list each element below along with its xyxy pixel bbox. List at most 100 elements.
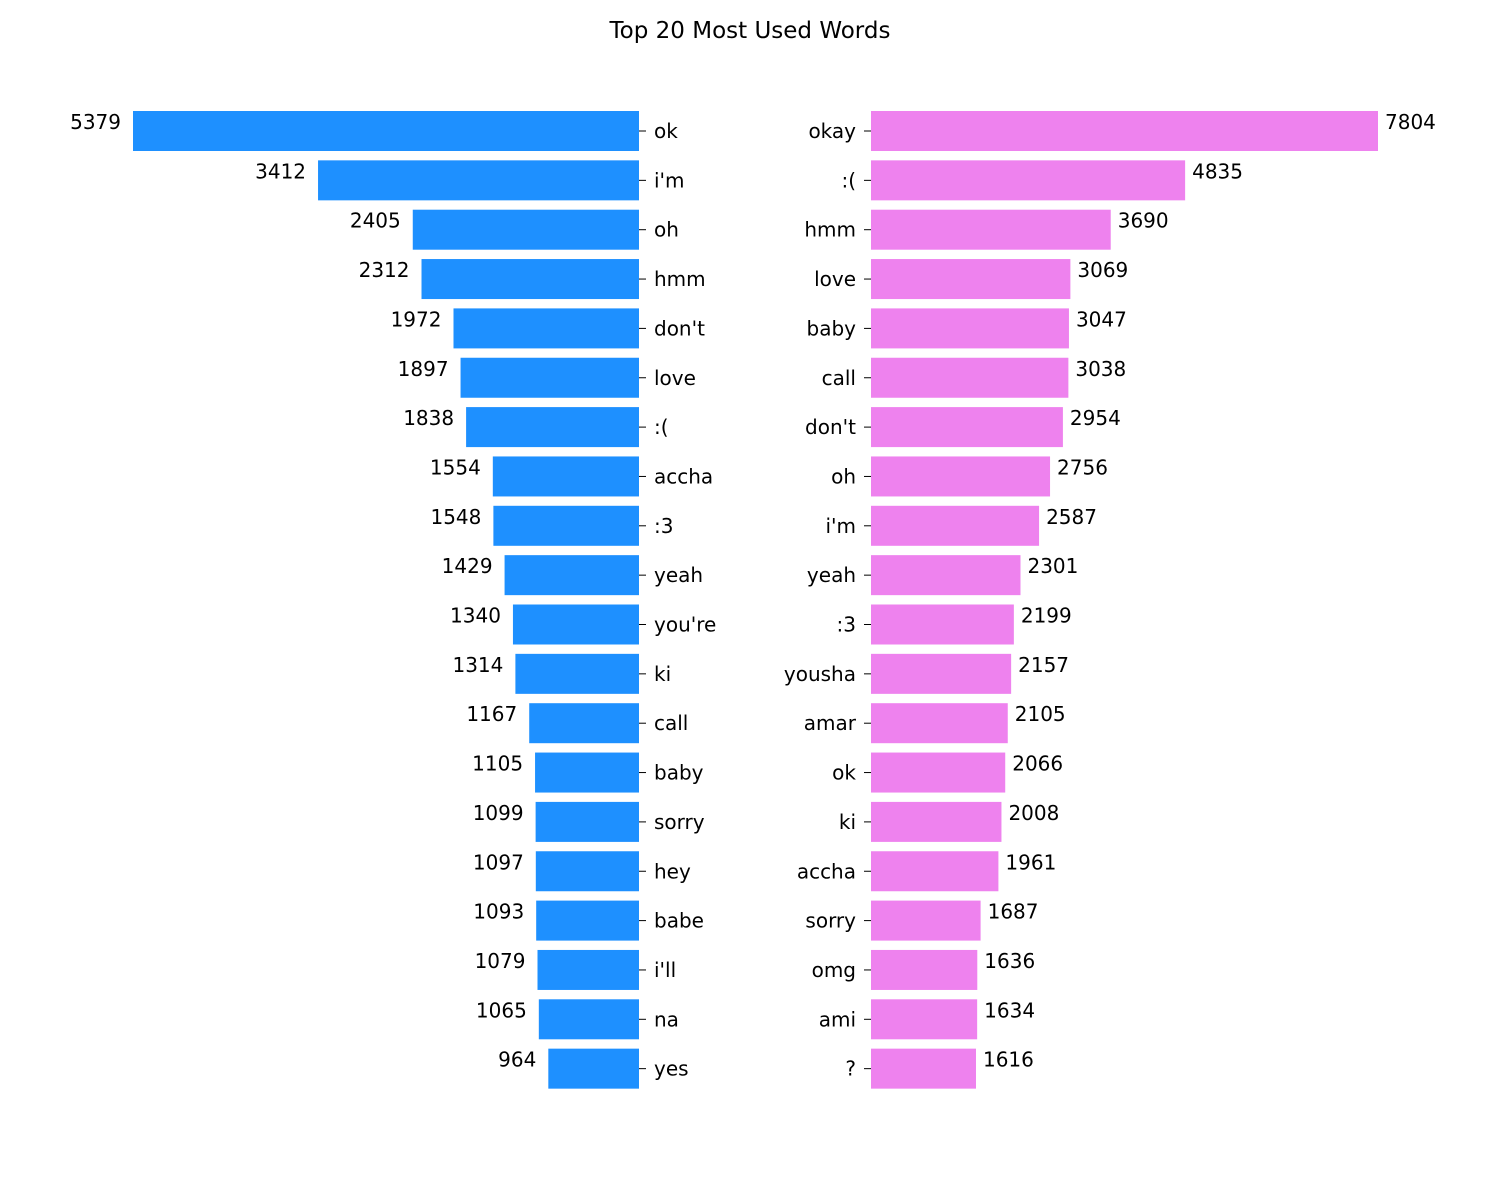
- right-value-label: 2587: [1046, 505, 1097, 529]
- right-value-label: 1687: [988, 900, 1039, 924]
- left-category-label: love: [654, 366, 696, 390]
- right-category-label: don't: [805, 415, 856, 439]
- right-category-label: accha: [797, 859, 856, 883]
- left-bar: [537, 949, 639, 990]
- right-category-label: omg: [812, 958, 856, 982]
- right-bar: [871, 555, 1021, 596]
- right-bar: [871, 851, 999, 892]
- right-bar: [871, 209, 1111, 250]
- right-value-label: 3690: [1118, 209, 1169, 233]
- left-value-label: 1079: [475, 949, 526, 973]
- left-value-label: 1097: [473, 850, 524, 874]
- right-category-label: :3: [837, 613, 856, 637]
- left-value-label: 3412: [255, 159, 306, 183]
- left-value-label: 1167: [466, 702, 517, 726]
- left-value-label: 1099: [473, 801, 524, 825]
- left-bar: [133, 111, 639, 151]
- right-bar: [871, 801, 1002, 842]
- left-bar: [318, 160, 639, 201]
- right-bar: [871, 653, 1012, 694]
- left-category-label: :(: [654, 415, 669, 439]
- left-value-label: 1972: [391, 307, 442, 331]
- left-category-label: ok: [654, 119, 678, 143]
- left-bar: [492, 456, 639, 497]
- right-category-label: sorry: [805, 909, 856, 933]
- left-panel: 5379 ok 3412 i'm 2405 oh 2312 hmm 1972 don't 1897 l…: [70, 110, 716, 1089]
- left-value-label: 1093: [473, 900, 524, 924]
- right-value-label: 2066: [1012, 752, 1063, 776]
- right-category-label: i'm: [825, 514, 856, 538]
- left-bar: [412, 209, 639, 250]
- left-category-label: baby: [654, 761, 704, 785]
- right-category-label: okay: [808, 119, 856, 143]
- left-category-label: yeah: [654, 563, 703, 587]
- right-bar: [871, 160, 1186, 201]
- right-bar: [871, 407, 1063, 448]
- right-category-label: ok: [832, 761, 856, 785]
- right-value-label: 2105: [1015, 702, 1066, 726]
- right-value-label: 3038: [1075, 357, 1126, 381]
- left-category-label: na: [654, 1007, 679, 1031]
- right-value-label: 7804: [1385, 110, 1436, 134]
- right-bar: [871, 308, 1069, 349]
- right-value-label: 2954: [1070, 406, 1121, 430]
- left-category-label: babe: [654, 909, 704, 933]
- left-value-label: 1429: [442, 554, 493, 578]
- right-value-label: 2157: [1018, 653, 1069, 677]
- right-category-label: ki: [839, 810, 856, 834]
- left-bar: [535, 851, 639, 892]
- left-bar: [529, 703, 639, 744]
- right-bar: [871, 259, 1071, 300]
- left-value-label: 964: [498, 1048, 536, 1072]
- right-bar: [871, 752, 1006, 793]
- right-value-label: 2199: [1021, 604, 1072, 628]
- left-category-label: you're: [654, 613, 716, 637]
- left-value-label: 1897: [398, 357, 449, 381]
- left-category-label: :3: [654, 514, 673, 538]
- right-value-label: 1961: [1005, 850, 1056, 874]
- right-bar: [871, 949, 978, 990]
- right-category-label: :(: [841, 168, 856, 192]
- right-value-label: 1636: [984, 949, 1035, 973]
- right-panel: 7804 okay 4835:(3690 hmm 3069 love 3047 baby 303…: [784, 110, 1436, 1089]
- left-value-label: 2405: [350, 209, 401, 233]
- left-bar: [453, 308, 639, 349]
- left-bar: [535, 801, 639, 842]
- left-category-label: ki: [654, 662, 671, 686]
- right-category-label: yeah: [807, 563, 856, 587]
- right-category-label: ami: [819, 1007, 856, 1031]
- left-value-label: 1340: [450, 604, 501, 628]
- right-category-label: yousha: [784, 662, 856, 686]
- left-category-label: accha: [654, 464, 713, 488]
- left-bar: [466, 407, 639, 448]
- left-bar: [548, 1048, 639, 1089]
- right-value-label: 3047: [1076, 307, 1127, 331]
- left-bar: [460, 357, 639, 398]
- left-category-label: oh: [654, 218, 679, 242]
- left-bar: [493, 505, 639, 546]
- right-category-label: amar: [804, 711, 857, 735]
- right-category-label: oh: [831, 464, 856, 488]
- left-bar: [515, 653, 639, 694]
- right-bar: [871, 111, 1378, 151]
- left-value-label: 1314: [452, 653, 503, 677]
- right-category-label: ?: [845, 1057, 856, 1081]
- left-category-label: i'm: [654, 168, 685, 192]
- right-category-label: call: [822, 366, 856, 390]
- right-bar: [871, 456, 1051, 497]
- left-category-label: i'll: [654, 958, 676, 982]
- right-bar: [871, 900, 981, 941]
- left-bar: [538, 999, 639, 1040]
- right-value-label: 2008: [1008, 801, 1059, 825]
- right-value-label: 4835: [1192, 159, 1243, 183]
- left-category-label: hey: [654, 859, 691, 883]
- right-category-label: love: [814, 267, 856, 291]
- left-value-label: 1105: [472, 752, 523, 776]
- left-category-label: yes: [654, 1057, 689, 1081]
- right-value-label: 1634: [984, 998, 1035, 1022]
- chart-title: Top 20 Most Used Words: [609, 18, 891, 44]
- left-category-label: call: [654, 711, 688, 735]
- right-value-label: 2301: [1027, 554, 1078, 578]
- right-category-label: hmm: [804, 218, 856, 242]
- right-category-label: baby: [807, 316, 857, 340]
